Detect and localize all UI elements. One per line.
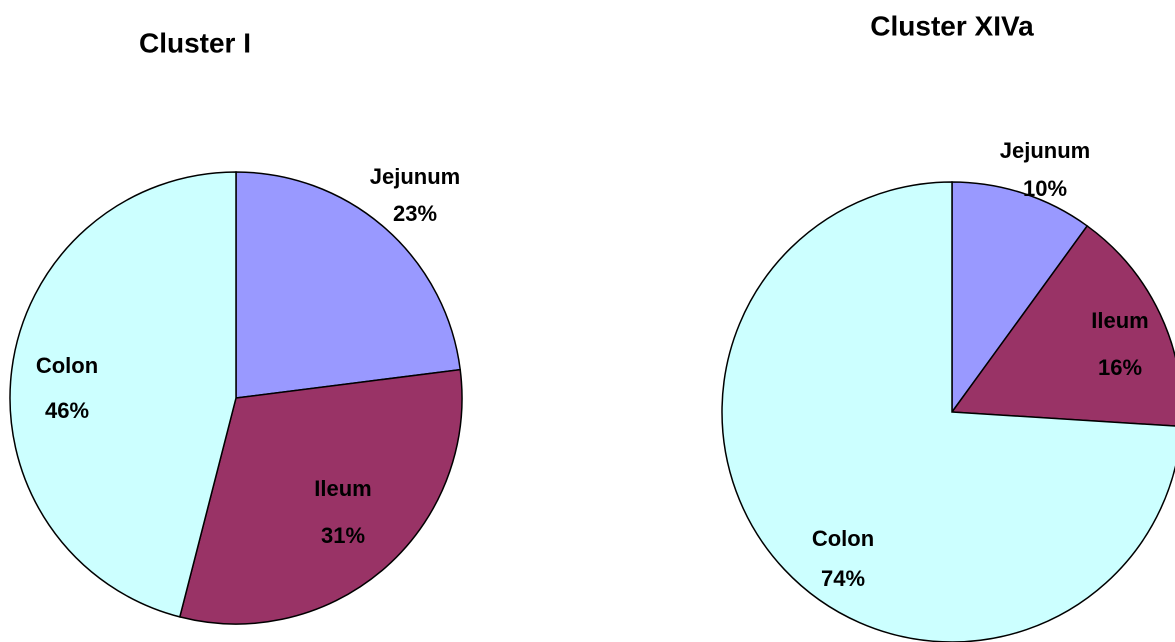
chart-title: Cluster I	[139, 27, 251, 58]
slice-label: Jejunum	[1000, 138, 1090, 163]
pie-slice	[235, 171, 462, 399]
pie-slice	[9, 171, 237, 618]
slice-value-label: 10%	[1023, 176, 1067, 201]
slice-value-label: 74%	[821, 566, 865, 591]
chart-title: Cluster XIVa	[870, 10, 1034, 41]
slice-value-label: 16%	[1098, 355, 1142, 380]
pie-slice	[721, 181, 1175, 642]
slice-label: Colon	[36, 353, 98, 378]
slice-label: Colon	[812, 526, 874, 551]
slice-label: Ileum	[314, 476, 371, 501]
slice-label: Ileum	[1091, 308, 1148, 333]
slice-value-label: 31%	[321, 523, 365, 548]
slice-value-label: 46%	[45, 398, 89, 423]
pie-slice	[950, 224, 1175, 427]
pie-slice	[178, 368, 463, 625]
slice-value-label: 23%	[393, 201, 437, 226]
pie-slice	[951, 181, 1089, 415]
slice-label: Jejunum	[370, 164, 460, 189]
